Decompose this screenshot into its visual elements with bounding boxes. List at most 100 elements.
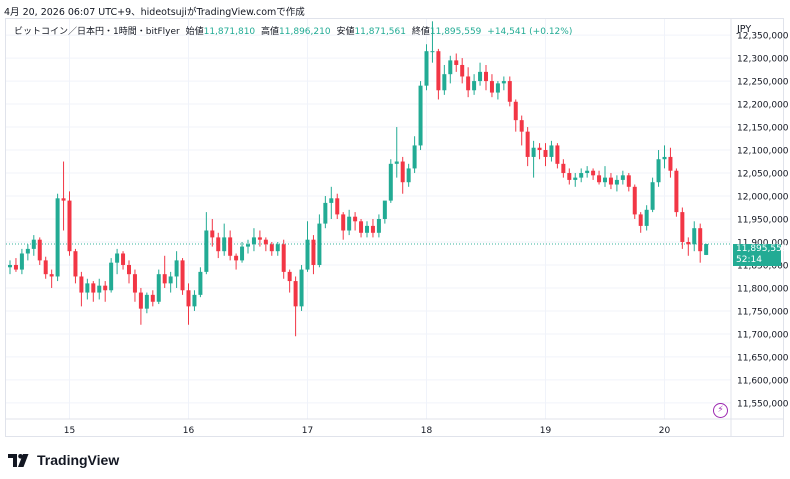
- time-tick-label: 15: [64, 426, 75, 436]
- price-tick-label: 12,100,000: [737, 147, 789, 157]
- candle-body: [484, 71, 488, 82]
- low-value: 11,871,561: [354, 27, 406, 37]
- candle-body: [501, 81, 506, 84]
- lightning-icon[interactable]: ⚡: [713, 403, 728, 418]
- candle-body: [495, 83, 500, 93]
- candle-body: [323, 202, 328, 224]
- candle-body: [275, 244, 280, 252]
- candle-body: [388, 163, 393, 201]
- candle-body: [561, 163, 566, 174]
- candle-body: [85, 283, 90, 293]
- candle-body: [281, 244, 286, 272]
- candle-body: [585, 170, 590, 174]
- tradingview-logo-icon: [8, 453, 29, 467]
- candle-body: [353, 216, 358, 222]
- candle-body: [287, 271, 292, 282]
- time-tick-label: 20: [659, 426, 671, 436]
- candle-body: [132, 274, 137, 293]
- candle-body: [61, 198, 66, 201]
- bar-countdown: 52:14: [736, 255, 762, 265]
- candle-body: [138, 292, 143, 309]
- candle-body: [150, 294, 155, 302]
- candle-body: [406, 168, 411, 183]
- candle-body: [382, 200, 387, 219]
- price-tick-label: 11,950,000: [737, 216, 789, 226]
- candle-body: [31, 239, 36, 249]
- candle-body: [269, 244, 274, 252]
- candle-body: [644, 209, 649, 226]
- candle-body: [192, 294, 197, 307]
- currency-label[interactable]: JPY: [737, 24, 752, 35]
- candle-body: [246, 244, 250, 247]
- candle-body: [19, 253, 24, 270]
- candle-body: [472, 81, 477, 91]
- candle-body: [478, 71, 483, 82]
- price-tick-label: 12,000,000: [737, 193, 789, 203]
- candle-body: [317, 223, 322, 265]
- candle-body: [591, 170, 596, 176]
- candle-body: [293, 281, 298, 307]
- candle-body: [210, 230, 215, 238]
- candle-body: [626, 175, 631, 187]
- candle-body: [115, 253, 120, 263]
- grid-lines: [6, 19, 731, 419]
- candle-body: [91, 283, 96, 293]
- candle-body: [632, 186, 637, 215]
- candle-body: [228, 237, 233, 256]
- candle-body: [507, 81, 512, 102]
- high-value: 11,896,210: [279, 27, 331, 37]
- candle-body: [257, 237, 262, 240]
- candle-body: [43, 260, 48, 275]
- candle-body: [430, 51, 435, 53]
- price-tick-label: 11,800,000: [737, 284, 789, 294]
- last-price-value: 11,895,559: [736, 244, 788, 254]
- candle-body: [168, 276, 173, 284]
- candle-body: [370, 225, 375, 233]
- close-label: 終値: [411, 27, 430, 37]
- candle-body: [174, 260, 179, 277]
- candle-body: [704, 244, 709, 255]
- candle-body: [448, 60, 453, 75]
- close-value: 11,895,559: [429, 27, 482, 37]
- price-tick-label: 12,050,000: [737, 170, 789, 180]
- candle-body: [543, 150, 548, 157]
- candle-body: [680, 212, 685, 242]
- time-tick-label: 17: [302, 426, 313, 436]
- candle-body: [537, 147, 542, 151]
- candle-body: [436, 51, 441, 91]
- candle-body: [341, 214, 346, 231]
- candle-body: [549, 145, 554, 157]
- candle-body: [186, 290, 191, 307]
- candle-body: [698, 228, 703, 252]
- candle-body: [299, 269, 304, 307]
- candle-body: [347, 216, 352, 231]
- candle-body: [8, 264, 12, 268]
- candle-body: [674, 170, 679, 213]
- price-tick-label: 12,200,000: [737, 101, 789, 111]
- candle-body: [204, 230, 209, 272]
- price-tick-label: 11,650,000: [737, 353, 789, 363]
- candle-body: [73, 251, 78, 277]
- chart-caption: 4月 20, 2026 06:07 UTC+9、hideotsujiがTradi…: [4, 7, 305, 18]
- candle-body: [656, 159, 661, 183]
- symbol-label: ビットコイン／日本円・1時間・bitFlyer: [14, 27, 180, 37]
- candle-body: [650, 182, 655, 210]
- candle-body: [79, 276, 84, 293]
- candle-body: [55, 198, 60, 277]
- candle-body: [692, 228, 697, 245]
- candle-body: [424, 51, 429, 86]
- candle-body: [216, 237, 221, 252]
- price-tick-label: 12,350,000: [737, 32, 789, 42]
- candle-body: [519, 120, 524, 132]
- candles: [8, 21, 709, 337]
- ohlc-legend: ビットコイン／日本円・1時間・bitFlyer 始値11,871,810 高値1…: [14, 24, 572, 37]
- price-tick-label: 12,150,000: [737, 124, 789, 134]
- candle-body: [400, 161, 405, 183]
- tradingview-logo[interactable]: TradingView: [8, 452, 119, 468]
- price-tick-label: 11,750,000: [737, 307, 789, 317]
- candle-body: [103, 285, 108, 291]
- candle-body: [525, 131, 530, 157]
- candle-body: [144, 294, 149, 309]
- price-tick-label: 12,300,000: [737, 55, 789, 65]
